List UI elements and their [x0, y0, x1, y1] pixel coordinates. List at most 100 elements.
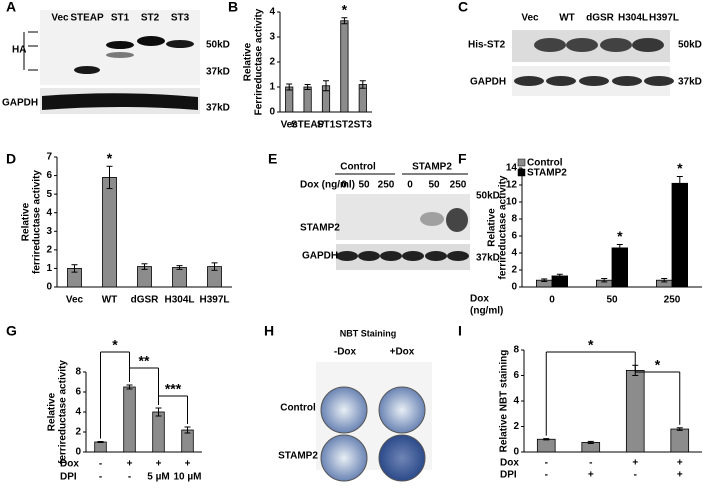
legend-label: STAMP2 [527, 168, 567, 179]
group-label: STAMP2 [412, 162, 452, 173]
y-axis-label: Ferrireductase activity [254, 8, 265, 115]
x-row-value: - [545, 470, 548, 481]
y-tick-label: 3 [46, 226, 52, 237]
significance: * [677, 160, 683, 176]
x-axis-label: (ng/ml) [470, 306, 503, 317]
y-tick-label: 8 [511, 214, 517, 225]
lane-label: ST3 [171, 13, 190, 24]
y-tick-label: 0 [46, 282, 52, 293]
y-tick-label: 1 [46, 263, 52, 274]
y-tick-label: 6 [75, 387, 81, 398]
bar [536, 438, 556, 453]
y-axis-label: Relative [243, 42, 254, 81]
dose-value: 0 [407, 180, 413, 191]
legend-swatch [517, 158, 526, 167]
dose-value: 250 [450, 180, 467, 191]
blot-band [612, 76, 642, 86]
panel-letter: A [6, 0, 16, 15]
y-tick-label: 1 [269, 82, 275, 93]
blot-band [446, 208, 468, 232]
x-row-value: + [588, 470, 594, 481]
significance: *** [165, 381, 182, 397]
x-row-value: + [156, 459, 162, 470]
marker-label: 50kD [476, 191, 500, 202]
lane-label: STEAP [70, 13, 104, 24]
panel-letter: H [264, 323, 274, 339]
y-axis-label: Relative [47, 392, 58, 431]
blot-band [644, 76, 674, 86]
lane-label: Vec [51, 13, 69, 24]
marker-label: 37kD [476, 253, 500, 264]
x-tick-label: WT [102, 295, 118, 306]
panel-letter: D [6, 151, 16, 167]
x-row-label: Dox [60, 459, 79, 470]
blot-band [358, 251, 380, 261]
legend-swatch [517, 168, 526, 177]
x-tick-label: ST2 [335, 120, 354, 131]
blot-band [514, 76, 544, 86]
x-row-value: + [185, 459, 191, 470]
blot-band [546, 76, 576, 86]
bar [625, 369, 645, 453]
significance: * [112, 337, 118, 353]
x-row-value: - [589, 458, 592, 469]
well [378, 434, 426, 482]
y-tick-label: 3 [269, 32, 275, 43]
blot-band [579, 76, 609, 86]
x-tick-label: dGSR [131, 295, 160, 306]
y-axis-label: Relative [21, 202, 32, 241]
blot-label: STAMP2 [300, 223, 340, 234]
legend-label: Control [527, 158, 563, 169]
dose-label: Dox (ng/ml) [300, 180, 355, 191]
y-tick-label: 8 [75, 367, 81, 378]
y-tick-label: 0 [75, 447, 81, 458]
y-tick-label: 2 [513, 421, 519, 432]
x-row-value: - [128, 472, 131, 483]
x-row-value: + [677, 458, 683, 469]
x-tick-label: ST1 [317, 120, 336, 131]
y-tick-label: 2 [46, 244, 52, 255]
blot-band [380, 251, 402, 261]
bar [94, 441, 107, 453]
y-tick-label: 2 [75, 427, 81, 438]
y-tick-label: 7 [46, 152, 52, 163]
x-tick-label: STEAP [291, 120, 325, 131]
significance: ** [139, 353, 150, 369]
y-tick-label: 14 [506, 163, 518, 174]
blot-band [402, 251, 424, 261]
y-axis-label: Relative [487, 208, 498, 247]
well [320, 386, 368, 434]
blot-label: GAPDH [470, 77, 506, 88]
x-row-value: + [127, 459, 133, 470]
y-axis-label: ferrireductase activity [498, 175, 509, 279]
marker-label: 37kD [206, 67, 230, 78]
blot-band [166, 40, 194, 48]
y-tick-label: 8 [513, 345, 519, 356]
blot-label: HA [12, 45, 26, 56]
marker-label: 50kD [678, 40, 702, 51]
lane-label: Vec [521, 13, 539, 24]
lane-label: H397L [649, 13, 679, 24]
bar [123, 386, 136, 453]
row-label: STAMP2 [278, 451, 318, 462]
panel-letter: F [458, 151, 467, 167]
blot-band [420, 212, 444, 226]
y-tick-label: 4 [269, 7, 275, 18]
blot-band [106, 41, 134, 49]
lane-label: ST1 [111, 13, 130, 24]
column-label: -Dox [334, 347, 357, 358]
x-tick-label: Vec [66, 295, 84, 306]
blot-band [600, 38, 632, 52]
y-tick-label: 6 [511, 231, 517, 242]
blot-label: GAPDH [2, 98, 38, 109]
y-tick-label: 0 [513, 447, 519, 458]
significance: * [655, 357, 661, 373]
x-row-value: - [99, 472, 102, 483]
y-tick-label: 2 [511, 265, 517, 276]
y-axis-label: Relative NBT staining [499, 350, 510, 453]
blot-band [447, 251, 469, 261]
group-label: Control [340, 162, 376, 173]
y-tick-label: 4 [46, 207, 52, 218]
x-row-value: - [545, 458, 548, 469]
bar [340, 20, 349, 113]
